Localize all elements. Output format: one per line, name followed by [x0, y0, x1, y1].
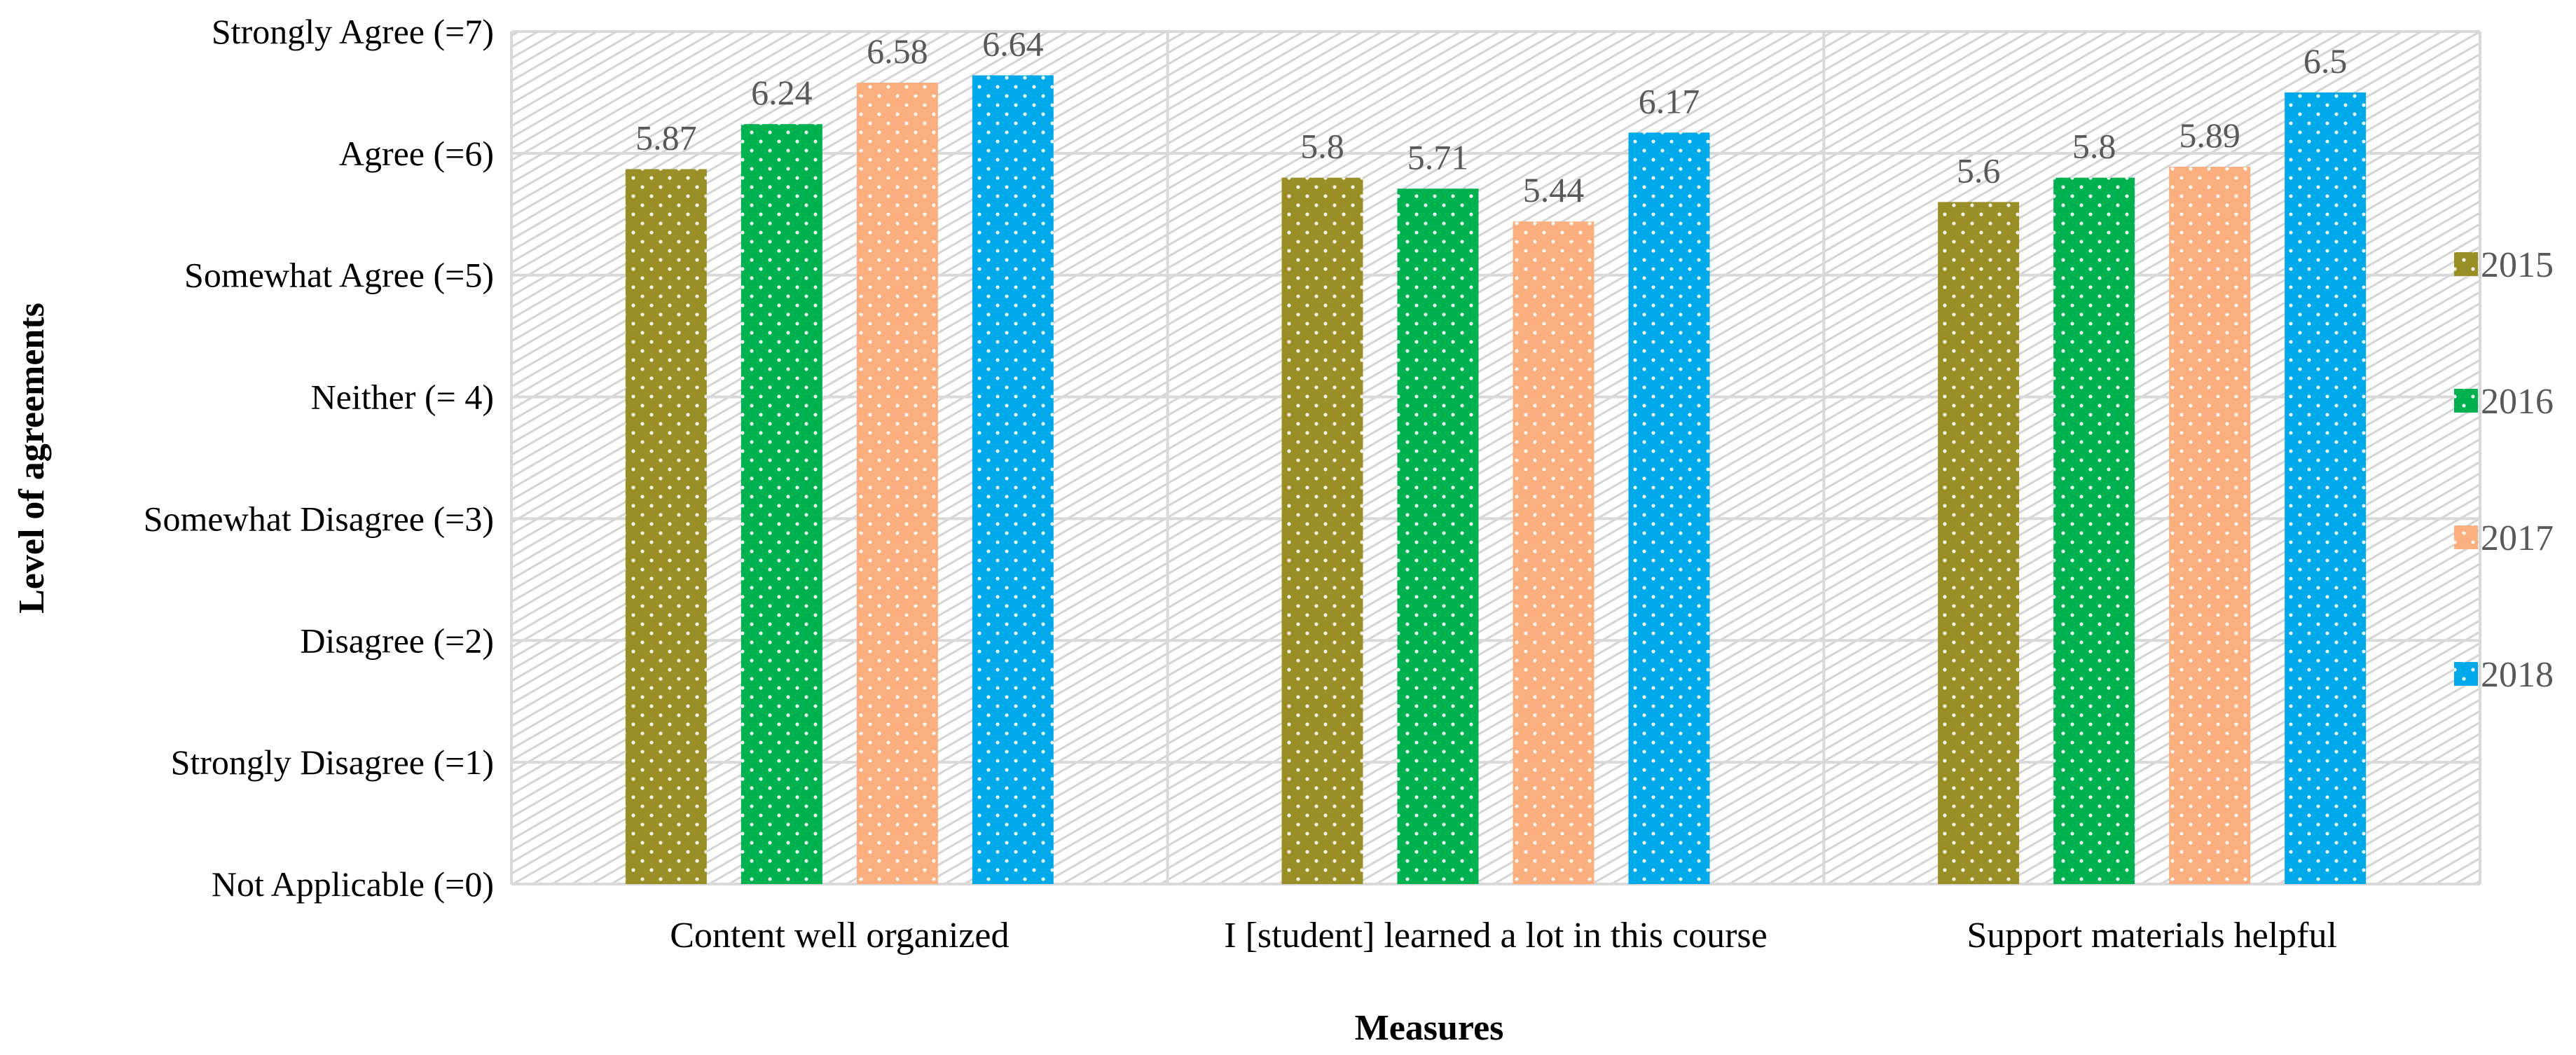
data-label-2018: 6.17	[1639, 81, 1700, 120]
y-tick-label: Somewhat Disagree (=3)	[144, 499, 494, 538]
data-label-2015: 5.6	[1957, 151, 2001, 190]
data-label-2017: 5.89	[2179, 116, 2240, 155]
x-category-label: Content well organized	[670, 916, 1009, 956]
legend-swatch-pattern	[2454, 389, 2478, 413]
plot-background	[511, 32, 2480, 884]
gridlines	[510, 30, 2481, 885]
bar-pattern-overlay	[2053, 177, 2135, 885]
data-label-2016: 5.8	[2072, 127, 2116, 166]
legend-swatch-pattern	[2454, 525, 2478, 549]
legend-label-2015: 2015	[2481, 245, 2554, 285]
y-tick-label: Agree (=6)	[339, 134, 494, 173]
bar-pattern-overlay	[1628, 132, 1710, 885]
bar-pattern-overlay	[1397, 188, 1479, 884]
bar-pattern-overlay	[972, 75, 1054, 884]
y-tick-label: Somewhat Agree (=5)	[184, 256, 494, 295]
x-category-label: I [student] learned a lot in this course	[1224, 916, 1767, 956]
legend-label-2016: 2016	[2481, 382, 2554, 422]
data-label-2018: 6.5	[2303, 41, 2348, 81]
x-category-label: Support materials helpful	[1967, 916, 2337, 956]
bar-pattern-overlay	[1938, 202, 2020, 884]
y-tick-label: Not Applicable (=0)	[212, 864, 494, 904]
y-axis-tick-labels: Not Applicable (=0) Strongly Disagree (=1…	[144, 12, 494, 904]
legend-label-2018: 2018	[2481, 655, 2554, 695]
bars	[625, 75, 2367, 885]
data-label-2017: 5.44	[1523, 170, 1585, 209]
bar-pattern-overlay	[1513, 221, 1594, 884]
data-label-2015: 5.87	[635, 118, 697, 157]
legend-swatch-pattern	[2454, 252, 2478, 276]
bar-pattern-overlay	[2169, 166, 2251, 884]
bar-pattern-overlay	[1281, 177, 1363, 885]
data-label-2017: 6.58	[867, 32, 928, 71]
bar-pattern-overlay	[741, 124, 822, 884]
legend: 2015 2016 2017 2018	[2454, 245, 2554, 695]
y-tick-label: Neither (= 4)	[311, 378, 494, 417]
y-tick-label: Disagree (=2)	[300, 621, 494, 660]
x-axis-category-labels: Content well organized I [student] learne…	[670, 916, 2337, 956]
legend-label-2017: 2017	[2481, 518, 2554, 558]
bar-pattern-overlay	[856, 83, 938, 884]
data-label-2018: 6.64	[982, 25, 1044, 64]
y-tick-label: Strongly Agree (=7)	[212, 12, 494, 51]
data-labels: 5.87 6.24 6.58 6.64 5.8 5.71 5.44 6.17 5.6 5.8 5.8…	[635, 25, 2347, 210]
y-tick-label: Strongly Disagree (=1)	[171, 743, 494, 782]
data-label-2016: 5.71	[1407, 137, 1469, 177]
bar-pattern-overlay	[625, 169, 707, 885]
data-label-2016: 6.24	[751, 73, 813, 112]
y-axis-title: Level of agreements	[12, 303, 52, 614]
legend-swatch-pattern	[2454, 662, 2478, 686]
bar-pattern-overlay	[2285, 92, 2367, 884]
x-axis-title: Measures	[1355, 1008, 1504, 1048]
data-label-2015: 5.8	[1300, 127, 1344, 166]
